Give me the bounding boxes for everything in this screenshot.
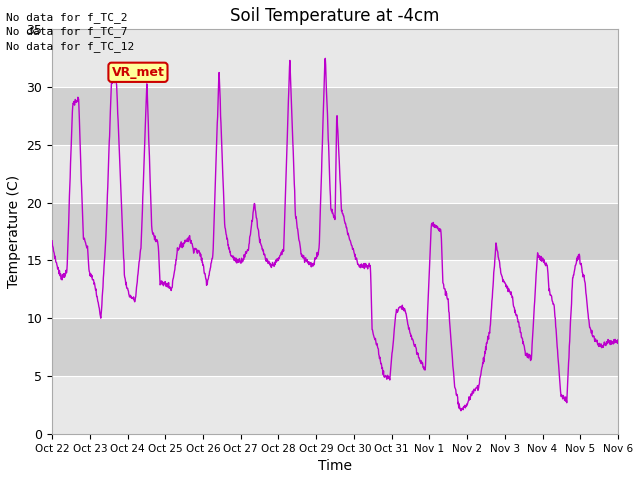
X-axis label: Time: Time [318, 459, 352, 473]
Bar [52, 29, 618, 87]
Text: No data for f_TC_12: No data for f_TC_12 [6, 41, 134, 52]
Bar [52, 203, 618, 261]
Text: VR_met: VR_met [111, 66, 164, 79]
Bar [52, 318, 618, 376]
Text: No data for f_TC_2: No data for f_TC_2 [6, 12, 128, 23]
Y-axis label: Temperature (C): Temperature (C) [7, 175, 21, 288]
Bar [52, 145, 618, 203]
Bar [52, 261, 618, 318]
Title: Soil Temperature at -4cm: Soil Temperature at -4cm [230, 7, 440, 25]
Bar [52, 376, 618, 434]
Text: No data for f_TC_7: No data for f_TC_7 [6, 26, 128, 37]
Bar [52, 87, 618, 145]
